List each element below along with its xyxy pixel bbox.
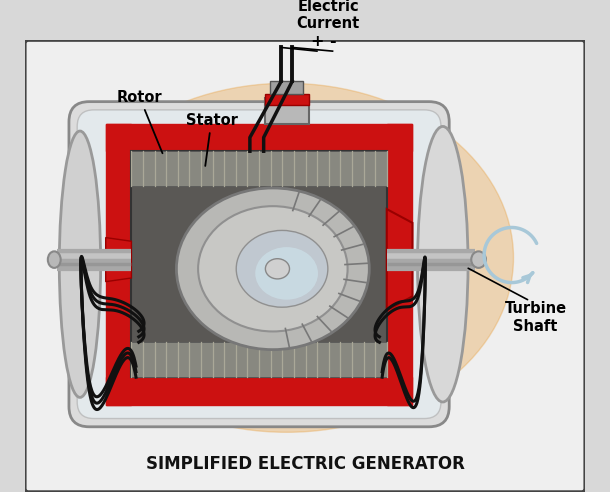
Ellipse shape <box>472 251 486 268</box>
Ellipse shape <box>256 247 318 300</box>
Ellipse shape <box>417 126 468 402</box>
Ellipse shape <box>60 83 514 432</box>
Ellipse shape <box>236 230 328 307</box>
Polygon shape <box>106 238 131 281</box>
FancyBboxPatch shape <box>69 102 449 427</box>
Text: SIMPLIFIED ELECTRIC GENERATOR: SIMPLIFIED ELECTRIC GENERATOR <box>146 456 464 473</box>
Bar <box>106 377 412 405</box>
Bar <box>106 123 131 405</box>
Bar <box>106 123 412 151</box>
Bar <box>270 82 303 94</box>
Ellipse shape <box>120 129 454 386</box>
Ellipse shape <box>59 131 101 398</box>
Bar <box>131 342 387 377</box>
Bar <box>265 98 309 123</box>
FancyBboxPatch shape <box>77 110 441 419</box>
Text: Stator: Stator <box>185 113 237 166</box>
Bar <box>387 123 412 405</box>
Ellipse shape <box>209 198 364 317</box>
Ellipse shape <box>198 206 348 332</box>
Text: Electric
Current: Electric Current <box>296 0 359 31</box>
Text: +: + <box>310 33 324 49</box>
Text: Rotor: Rotor <box>117 90 162 154</box>
Text: Turbine
Shaft: Turbine Shaft <box>504 301 567 334</box>
Ellipse shape <box>265 259 290 279</box>
Text: -: - <box>329 33 336 49</box>
Bar <box>131 151 387 186</box>
Ellipse shape <box>167 166 406 350</box>
Polygon shape <box>387 209 412 310</box>
FancyBboxPatch shape <box>25 40 585 492</box>
Bar <box>131 151 387 377</box>
Bar <box>265 94 309 105</box>
Ellipse shape <box>48 251 60 268</box>
Ellipse shape <box>176 188 369 350</box>
